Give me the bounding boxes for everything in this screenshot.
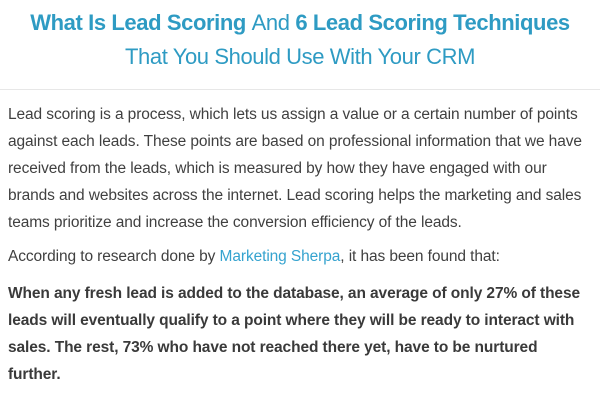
title-segment-bold-1: What Is Lead Scoring: [30, 10, 252, 35]
paragraph-intro: Lead scoring is a process, which lets us…: [8, 106, 582, 231]
title-divider: [0, 89, 600, 90]
title-line-2: That You Should Use With Your CRM: [124, 44, 475, 69]
title-line-1: What Is Lead Scoring And 6 Lead Scoring …: [0, 6, 600, 40]
research-text-before-link: According to research done by: [8, 248, 220, 265]
article-body: Lead scoring is a process, which lets us…: [0, 90, 600, 388]
marketing-sherpa-link[interactable]: Marketing Sherpa: [219, 248, 341, 265]
paragraph-statistic: When any fresh lead is added to the data…: [8, 285, 580, 383]
research-text-after-link: , it has been found that:: [340, 248, 500, 265]
title-segment-regular: And: [251, 10, 296, 35]
page-title: What Is Lead Scoring And 6 Lead Scoring …: [0, 0, 600, 74]
title-segment-bold-2: 6 Lead Scoring Techniques: [295, 10, 570, 35]
paragraph-research: According to research done by Marketing …: [8, 243, 588, 270]
